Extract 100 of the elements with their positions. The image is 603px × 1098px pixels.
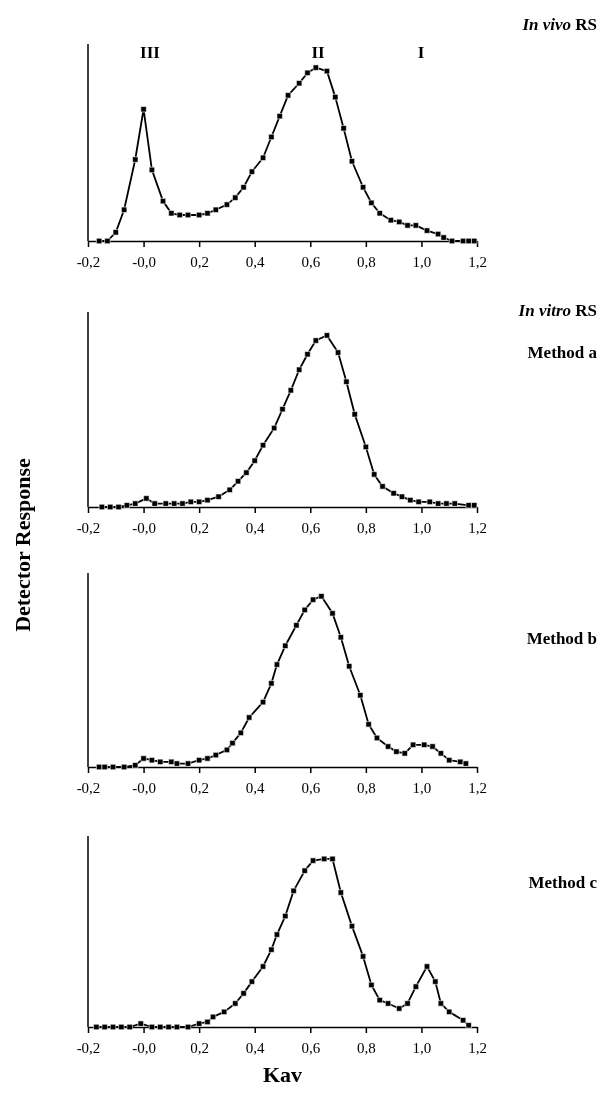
point — [196, 757, 203, 764]
point — [273, 661, 280, 668]
point — [282, 913, 289, 920]
point — [410, 741, 417, 748]
point — [260, 963, 267, 970]
point — [423, 227, 431, 234]
x-tick-label: 1,0 — [412, 1039, 432, 1056]
point — [273, 931, 280, 938]
point — [232, 1000, 239, 1007]
point — [221, 1008, 228, 1015]
point — [285, 92, 292, 99]
text: III — [140, 43, 161, 62]
point — [323, 332, 330, 339]
x-tick-label: -0,2 — [76, 519, 101, 536]
point — [465, 237, 472, 245]
point — [140, 755, 147, 762]
point — [210, 1013, 217, 1020]
point — [243, 469, 250, 476]
text: II — [311, 43, 325, 62]
x-tick-label: 0,8 — [356, 1039, 376, 1056]
y-axis-title: Detector Response — [10, 457, 35, 632]
point — [109, 1023, 117, 1031]
point — [168, 210, 175, 217]
point — [223, 746, 230, 753]
point — [310, 857, 317, 864]
x-tick-label: -0,2 — [76, 253, 101, 270]
point — [246, 714, 253, 721]
point — [412, 222, 419, 229]
point — [96, 237, 103, 245]
point — [184, 1023, 192, 1031]
point — [460, 1017, 467, 1024]
point — [451, 500, 458, 507]
point — [223, 201, 230, 208]
x-tick-label: 0,6 — [301, 253, 321, 270]
text: I — [417, 43, 425, 62]
point — [260, 154, 267, 161]
point — [162, 500, 169, 507]
point — [204, 497, 211, 504]
point — [351, 411, 358, 418]
point — [373, 734, 381, 742]
point — [443, 500, 450, 507]
point — [360, 953, 367, 960]
point — [421, 741, 428, 748]
x-tick-label: -0,0 — [132, 1039, 156, 1056]
point — [268, 946, 275, 953]
point — [362, 443, 369, 450]
point — [457, 758, 464, 765]
point — [148, 1023, 155, 1031]
point — [137, 1020, 144, 1027]
point — [348, 158, 355, 165]
point — [104, 237, 111, 245]
point — [157, 1023, 164, 1031]
point — [396, 218, 403, 225]
point — [282, 642, 289, 649]
text: Method b — [526, 629, 597, 648]
x-tick-label: 0,2 — [190, 779, 210, 796]
point — [396, 1005, 403, 1012]
point — [240, 990, 247, 997]
point — [318, 593, 325, 600]
point — [276, 113, 283, 120]
point — [229, 740, 236, 747]
x-tick-label: -0,2 — [76, 1039, 101, 1056]
point — [268, 133, 275, 141]
point — [123, 502, 130, 509]
point — [151, 500, 158, 507]
point — [165, 1023, 172, 1031]
point — [159, 198, 167, 205]
point — [268, 680, 275, 687]
x-tick-label: -0,0 — [132, 519, 156, 536]
point — [368, 199, 375, 206]
point — [432, 978, 439, 985]
point — [385, 743, 392, 750]
point — [304, 69, 311, 76]
point — [148, 757, 155, 764]
point — [387, 217, 394, 224]
x-tick-label: 1,2 — [468, 779, 487, 796]
x-tick-label: 1,0 — [412, 519, 432, 536]
point — [337, 889, 344, 896]
point — [101, 763, 108, 771]
point — [401, 750, 408, 757]
point — [237, 729, 244, 736]
point — [296, 366, 303, 373]
point — [412, 983, 419, 990]
point — [107, 503, 114, 511]
x-tick-label: 0,8 — [356, 779, 376, 796]
point — [385, 1000, 392, 1007]
point — [176, 211, 183, 219]
x-tick-label: 0,2 — [190, 519, 210, 536]
point — [346, 663, 353, 670]
point — [121, 206, 128, 213]
x-tick-label: -0,0 — [132, 779, 156, 796]
point — [337, 634, 344, 641]
point — [312, 337, 319, 344]
point — [132, 762, 139, 769]
point — [196, 1020, 203, 1027]
point — [118, 1023, 125, 1031]
x-tick-label: 0,8 — [356, 519, 376, 536]
point — [251, 457, 258, 464]
point — [271, 425, 278, 432]
point — [140, 106, 147, 113]
